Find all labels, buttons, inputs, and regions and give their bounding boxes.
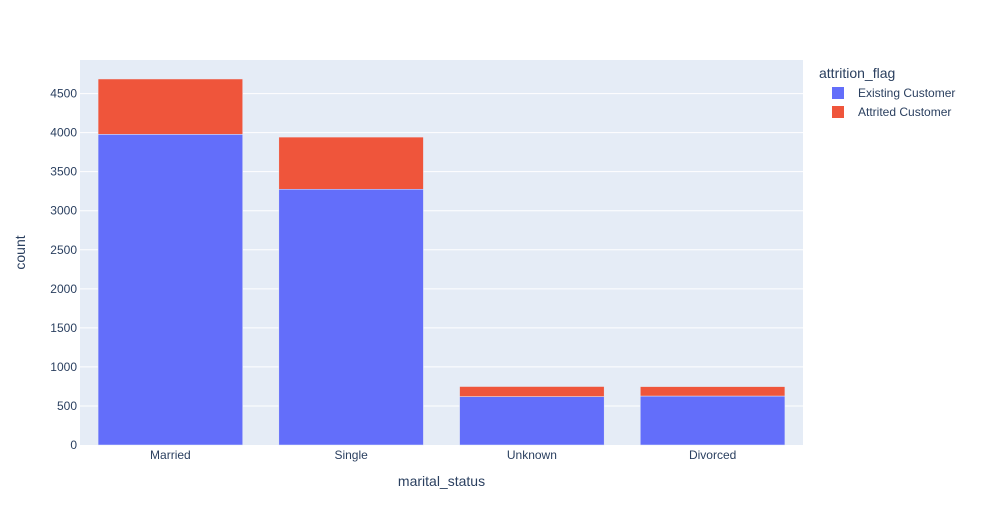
- legend-item-attrited-customer[interactable]: Attrited Customer: [832, 105, 951, 119]
- x-tick-label: Unknown: [507, 448, 557, 462]
- x-tick-label: Single: [334, 448, 368, 462]
- y-tick-label: 500: [57, 399, 77, 413]
- legend-title: attrition_flag: [819, 65, 895, 81]
- legend-label: Existing Customer: [858, 86, 955, 100]
- bar-single-existing-customer[interactable]: [278, 188, 424, 446]
- x-axis-ticks: Married Single Unknown Divorced: [150, 448, 736, 462]
- y-tick-label: 0: [70, 438, 77, 452]
- x-axis-title: marital_status: [398, 473, 485, 489]
- legend-label: Attrited Customer: [858, 105, 951, 119]
- bar-divorced-attrited-customer[interactable]: [640, 386, 786, 397]
- y-tick-label: 2500: [50, 243, 77, 257]
- y-tick-label: 4000: [50, 126, 77, 140]
- y-tick-label: 3500: [50, 165, 77, 179]
- y-tick-label: 2000: [50, 282, 77, 296]
- y-tick-label: 3000: [50, 204, 77, 218]
- x-tick-label: Divorced: [689, 448, 736, 462]
- legend-item-existing-customer[interactable]: Existing Customer: [832, 86, 955, 100]
- legend-swatch: [832, 106, 844, 118]
- bar-divorced-existing-customer[interactable]: [640, 395, 786, 446]
- y-tick-label: 1500: [50, 321, 77, 335]
- legend-swatch: [832, 87, 844, 99]
- bar-married-attrited-customer[interactable]: [97, 78, 243, 135]
- bar-single-attrited-customer[interactable]: [278, 136, 424, 190]
- bar-unknown-existing-customer[interactable]: [459, 396, 605, 446]
- legend[interactable]: Existing Customer Attrited Customer: [832, 86, 955, 119]
- y-axis-ticks: 0 500 1000 1500 2000 2500 3000 3500 4000 4500: [50, 87, 77, 452]
- y-tick-label: 4500: [50, 87, 77, 101]
- y-axis-title: count: [12, 235, 28, 269]
- x-tick-label: Married: [150, 448, 191, 462]
- bars: [97, 78, 786, 446]
- bar-married-existing-customer[interactable]: [97, 134, 243, 446]
- bar-unknown-attrited-customer[interactable]: [459, 386, 605, 397]
- y-tick-label: 1000: [50, 360, 77, 374]
